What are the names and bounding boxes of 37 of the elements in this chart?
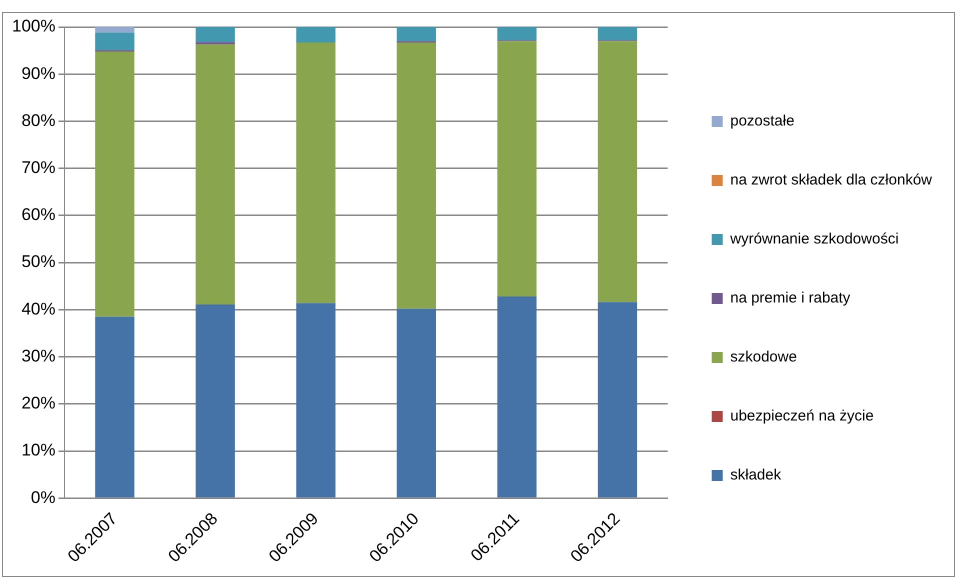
bar — [196, 44, 235, 304]
bar — [497, 296, 537, 498]
bar — [598, 302, 638, 498]
bar — [396, 27, 436, 42]
bar — [396, 308, 436, 498]
legend-label: szkodowe — [730, 348, 797, 366]
bar — [598, 27, 638, 40]
legend-label: na zwrot składek dla członków — [730, 172, 932, 189]
legend-label: składek — [730, 466, 782, 484]
bar — [598, 41, 638, 302]
bar — [95, 32, 134, 50]
legend-label: na premie i rabaty — [730, 290, 851, 307]
bar — [196, 304, 235, 498]
y-tick-label: 0% — [30, 488, 56, 507]
y-tick-label: 90% — [21, 64, 56, 83]
y-tick-label: 60% — [21, 205, 56, 224]
legend-label: pozostałe — [730, 112, 794, 130]
bar — [497, 41, 537, 296]
y-tick-label: 20% — [21, 394, 56, 413]
bar — [296, 303, 336, 498]
legend-label: wyrównanie szkodowości — [729, 230, 899, 248]
y-tick-label: 40% — [21, 299, 56, 318]
bar — [296, 42, 336, 304]
legend-label: ubezpieczeń na życie — [730, 408, 874, 425]
y-tick-label: 80% — [21, 110, 56, 130]
y-tick-label: 10% — [21, 440, 56, 460]
y-tick-label: 70% — [21, 158, 56, 178]
y-tick-label: 30% — [21, 346, 56, 366]
bar — [497, 27, 537, 40]
bar — [95, 27, 134, 33]
bar — [396, 42, 436, 309]
bar — [296, 27, 336, 43]
y-tick-label: 50% — [21, 252, 56, 272]
bar — [196, 27, 235, 42]
bar — [95, 52, 134, 317]
bar — [95, 316, 134, 498]
y-tick-label: 100% — [12, 16, 56, 36]
